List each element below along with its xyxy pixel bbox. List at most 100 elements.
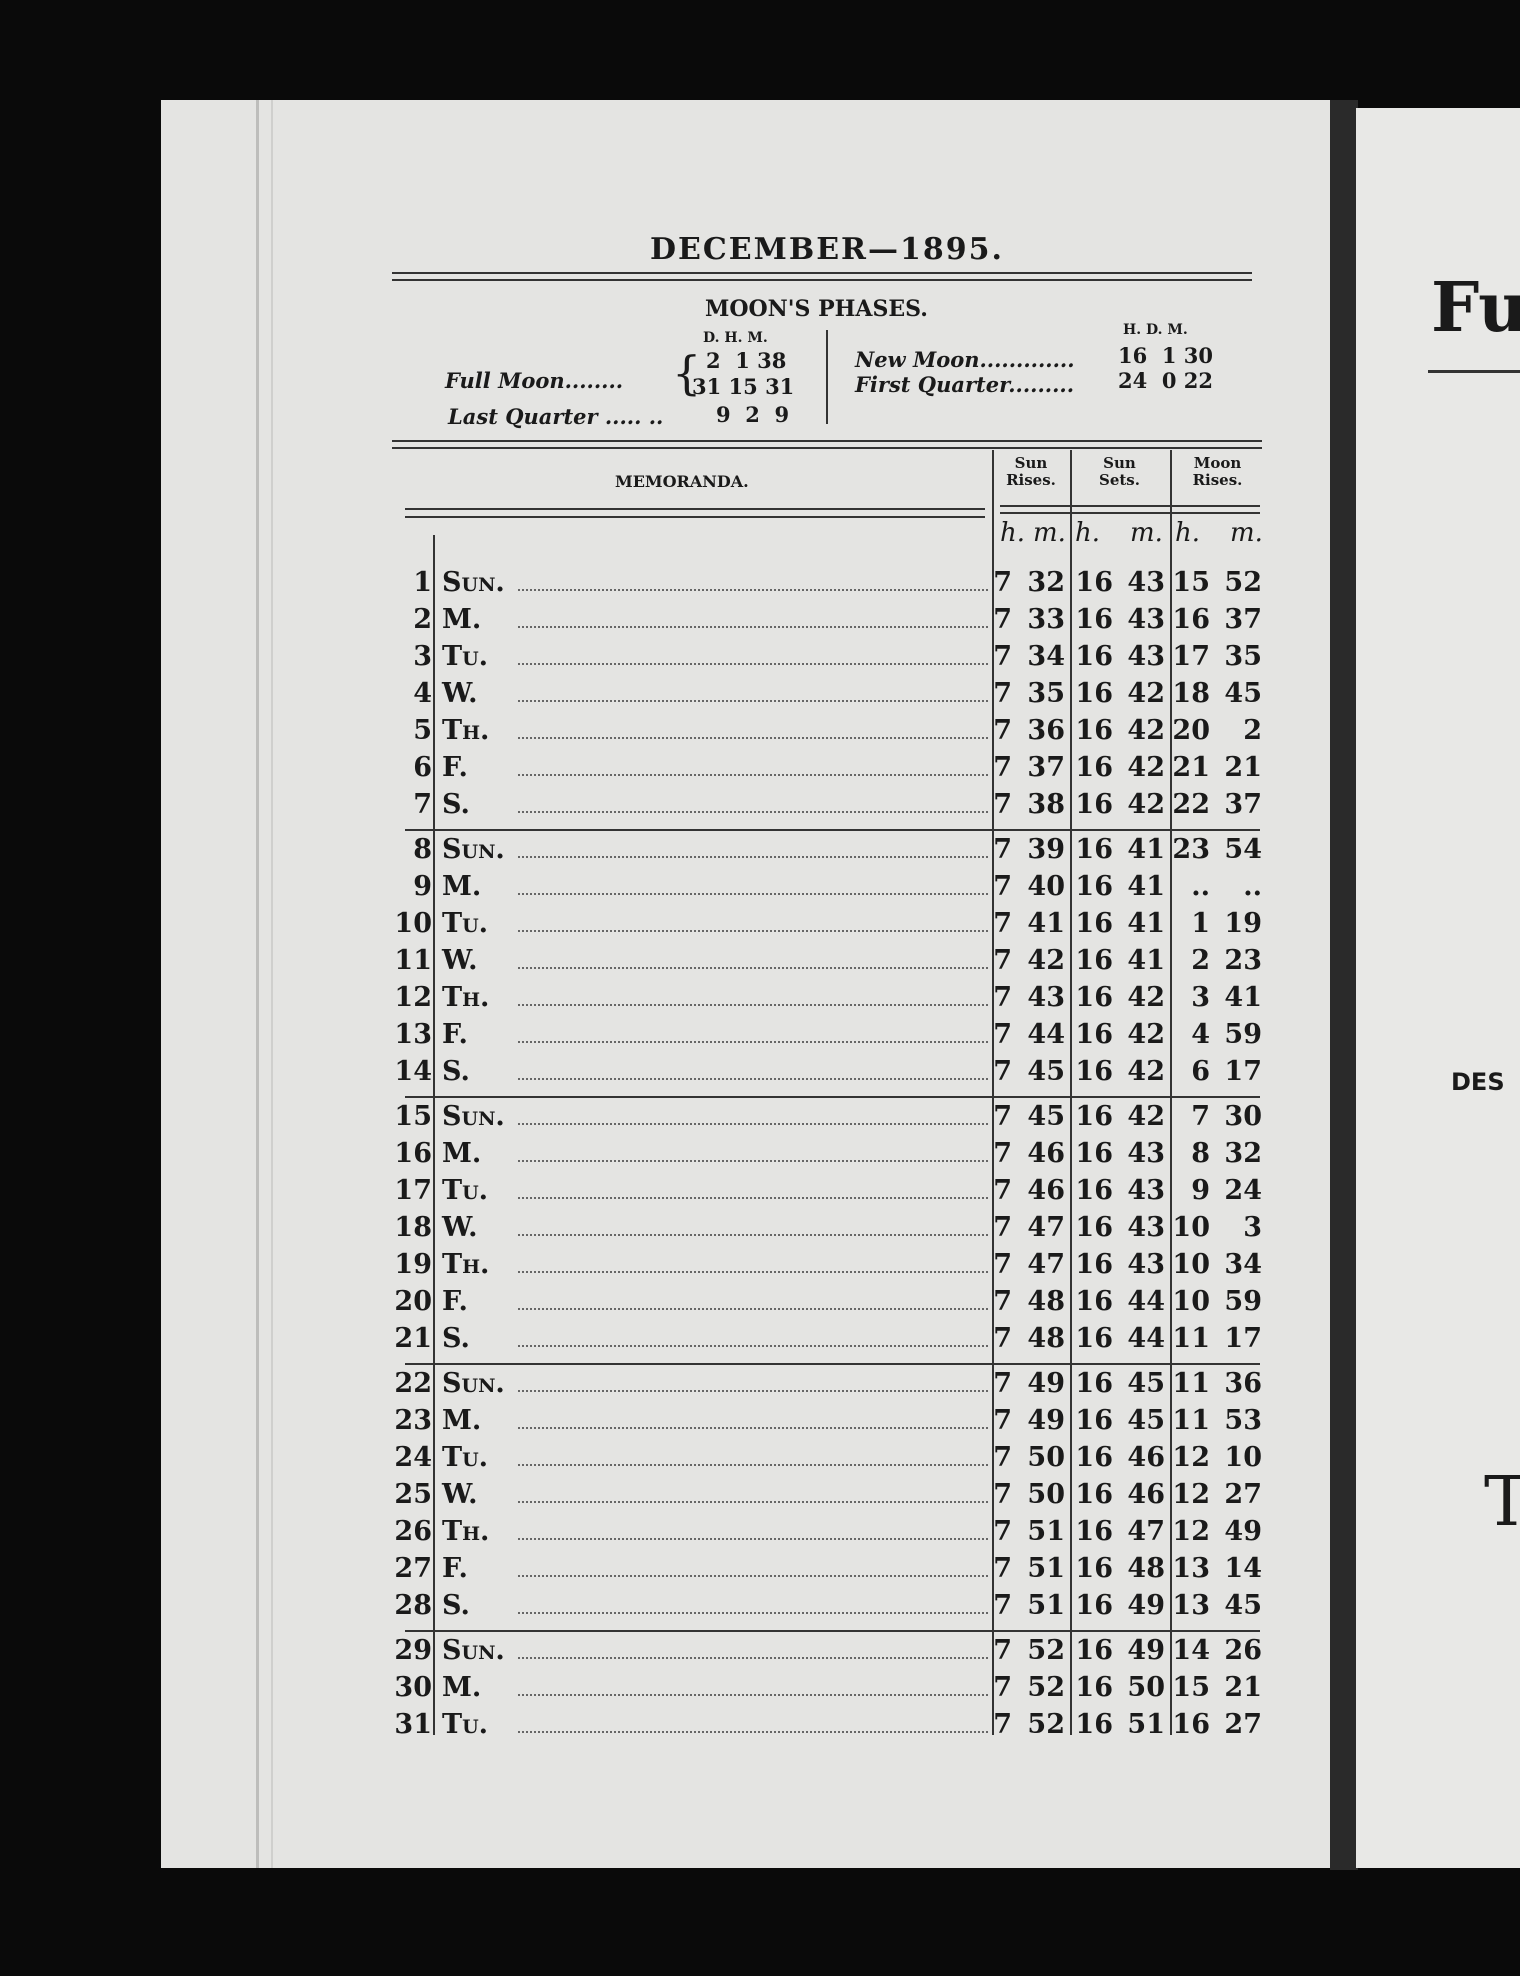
sun-rise-hour: 7 [993, 604, 1012, 635]
weekday: S. [442, 1056, 470, 1087]
weekday: M. [442, 604, 482, 635]
left-col-heads: D. H. M. [703, 330, 768, 346]
sun-rise-hour: 7 [993, 1709, 1012, 1740]
memoranda-dotted-line [518, 589, 988, 591]
moon-rise-hour: 10 [1172, 1212, 1210, 1243]
brace: { [672, 346, 702, 400]
memoranda-dotted-line [518, 1123, 988, 1125]
sun-rise-min: 50 [1027, 1479, 1065, 1510]
weekday: F. [442, 752, 468, 783]
full-moon-values-1: 2 1 38 [706, 348, 787, 373]
sun-set-min: 46 [1127, 1442, 1165, 1473]
moon-rise-hour: 10 [1172, 1286, 1210, 1317]
memoranda-dotted-line [518, 1234, 988, 1236]
sun-rise-hour: 7 [993, 715, 1012, 746]
moon-rise-min: 3 [1243, 1212, 1262, 1243]
sun-set-min: 45 [1127, 1405, 1165, 1436]
weekday: Tu. [442, 908, 489, 939]
weekday: Sun. [442, 567, 505, 598]
weekday: F. [442, 1553, 468, 1584]
sun-set-min: 50 [1127, 1672, 1165, 1703]
memoranda-dotted-line [518, 856, 988, 858]
sun-rise-min: 45 [1027, 1101, 1065, 1132]
first-quarter-label: First Quarter......... [855, 372, 1075, 397]
moon-rise-min: 45 [1224, 1590, 1262, 1621]
sun-sets-heading: Sun Sets. [1099, 454, 1140, 489]
table-row: 15 Sun. 7 45 16 42 7 30 [390, 1099, 1265, 1136]
moon-rise-hour: 15 [1172, 1672, 1210, 1703]
day-number: 19 [394, 1249, 432, 1280]
sun-rise-min: 51 [1027, 1590, 1065, 1621]
sun-rise-hour: 7 [993, 1175, 1012, 1206]
moon-rise-min: 49 [1224, 1516, 1262, 1547]
table-row: 31 Tu. 7 52 16 51 16 27 [390, 1707, 1265, 1744]
full-moon-values-2: 31 15 31 [692, 374, 795, 399]
moon-rise-min: 17 [1224, 1056, 1262, 1087]
sun-set-min: 43 [1127, 1249, 1165, 1280]
sun-rise-hour: 7 [993, 1212, 1012, 1243]
sun-rise-min: 33 [1027, 604, 1065, 635]
sun-rise-hour: 7 [993, 1249, 1012, 1280]
moon-rise-min: 54 [1224, 834, 1262, 865]
moon-rise-hour: 10 [1172, 1249, 1210, 1280]
page-title: DECEMBER—1895. [650, 232, 1004, 267]
sun-set-hour: 16 [1075, 908, 1113, 939]
memoranda-dotted-line [518, 1271, 988, 1273]
memoranda-dotted-line [518, 1390, 988, 1392]
table-row: 25 W. 7 50 16 46 12 27 [390, 1477, 1265, 1514]
book-spine [1330, 100, 1358, 1870]
sun-set-hour: 16 [1075, 715, 1113, 746]
sun-set-hour: 16 [1075, 1175, 1113, 1206]
sun-rise-min: 39 [1027, 834, 1065, 865]
sun-rise-hour: 7 [993, 1553, 1012, 1584]
day-number: 7 [413, 789, 432, 820]
sun-set-min: 46 [1127, 1479, 1165, 1510]
moon-rise-min: 10 [1224, 1442, 1262, 1473]
sun-set-min: 47 [1127, 1516, 1165, 1547]
table-row: 11 W. 7 42 16 41 2 23 [390, 943, 1265, 980]
moon-rise-hour: 16 [1172, 604, 1210, 635]
moon-rise-hour: 21 [1172, 752, 1210, 783]
moon-rises-h: h. [1175, 518, 1201, 548]
table-row: 12 Th. 7 43 16 42 3 41 [390, 980, 1265, 1017]
moon-rise-min: 19 [1224, 908, 1262, 939]
moon-rise-hour: 14 [1172, 1635, 1210, 1666]
memoranda-dotted-line [518, 1197, 988, 1199]
table-row: 30 M. 7 52 16 50 15 21 [390, 1670, 1265, 1707]
sun-rise-min: 35 [1027, 678, 1065, 709]
memoranda-dotted-line [518, 893, 988, 895]
day-number: 3 [413, 641, 432, 672]
sun-set-min: 42 [1127, 789, 1165, 820]
moon-rise-min: 41 [1224, 982, 1262, 1013]
weekday: Th. [442, 715, 490, 746]
moon-rise-min: 59 [1224, 1019, 1262, 1050]
sun-rise-hour: 7 [993, 1323, 1012, 1354]
memoranda-dotted-line [518, 1657, 988, 1659]
weekday: S. [442, 1323, 470, 1354]
weekday: Tu. [442, 1175, 489, 1206]
table-row: 1 Sun. 7 32 16 43 15 52 [390, 565, 1265, 602]
table-row: 6 F. 7 37 16 42 21 21 [390, 750, 1265, 787]
sun-set-hour: 16 [1075, 752, 1113, 783]
sun-rise-min: 47 [1027, 1212, 1065, 1243]
weekday: W. [442, 945, 478, 976]
sun-rise-min: 46 [1027, 1138, 1065, 1169]
sun-rise-min: 48 [1027, 1323, 1065, 1354]
sun-rise-min: 36 [1027, 715, 1065, 746]
day-number: 13 [394, 1019, 432, 1050]
sun-rise-min: 41 [1027, 908, 1065, 939]
sun-set-hour: 16 [1075, 1212, 1113, 1243]
moon-rises-heading: Moon Rises. [1192, 454, 1243, 489]
day-number: 1 [413, 567, 432, 598]
sun-rise-hour: 7 [993, 945, 1012, 976]
sun-set-min: 42 [1127, 1101, 1165, 1132]
new-moon-label: New Moon............. [855, 347, 1075, 372]
table-row: 29 Sun. 7 52 16 49 14 26 [390, 1633, 1265, 1670]
sun-set-min: 49 [1127, 1635, 1165, 1666]
day-number: 4 [413, 678, 432, 709]
moon-rise-min: 23 [1224, 945, 1262, 976]
sun-set-min: 41 [1127, 871, 1165, 902]
weekday: S. [442, 1590, 470, 1621]
day-number: 21 [394, 1323, 432, 1354]
sun-rise-min: 43 [1027, 982, 1065, 1013]
